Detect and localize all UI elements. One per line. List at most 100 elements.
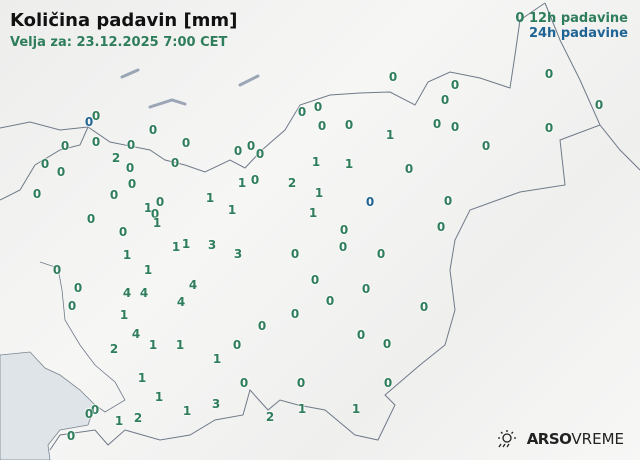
station-value[interactable]: 0	[290, 307, 300, 321]
station-value[interactable]: 1	[154, 390, 164, 404]
station-value[interactable]: 4	[139, 286, 149, 300]
station-value[interactable]: 0	[376, 247, 386, 261]
legend-24h-label: 24h padavine	[528, 26, 628, 41]
station-value[interactable]: 3	[207, 238, 217, 252]
station-value[interactable]: 0	[155, 195, 165, 209]
station-value[interactable]: 3	[233, 247, 243, 261]
station-value[interactable]: 0	[84, 115, 94, 129]
station-value[interactable]: 2	[133, 411, 143, 425]
station-value[interactable]: 0	[90, 403, 100, 417]
station-value[interactable]: 0	[84, 407, 94, 421]
station-value[interactable]: 0	[296, 376, 306, 390]
station-value[interactable]: 0	[66, 429, 76, 443]
station-value[interactable]: 0	[339, 223, 349, 237]
station-value[interactable]: 0	[365, 195, 375, 209]
station-value[interactable]: 1	[143, 263, 153, 277]
station-value[interactable]: 1	[152, 216, 162, 230]
station-value[interactable]: 4	[122, 286, 132, 300]
station-value[interactable]: 0	[440, 93, 450, 107]
station-value[interactable]: 0	[232, 338, 242, 352]
station-value[interactable]: 0	[56, 165, 66, 179]
station-value[interactable]: 1	[212, 352, 222, 366]
station-value[interactable]: 0	[52, 263, 62, 277]
station-value[interactable]: 0	[73, 281, 83, 295]
station-value[interactable]: 2	[287, 176, 297, 190]
station-value[interactable]: 1	[171, 240, 181, 254]
station-value[interactable]: 0	[148, 123, 158, 137]
station-value[interactable]: 0	[255, 147, 265, 161]
station-value[interactable]: 1	[344, 157, 354, 171]
station-value[interactable]: 0	[544, 121, 554, 135]
station-value[interactable]: 1	[385, 128, 395, 142]
station-value[interactable]: 1	[297, 402, 307, 416]
station-value[interactable]: 1	[314, 186, 324, 200]
station-value[interactable]: 0	[419, 300, 429, 314]
station-value[interactable]: 0	[297, 105, 307, 119]
station-value[interactable]: 0	[125, 161, 135, 175]
station-value[interactable]: 1	[119, 308, 129, 322]
station-value[interactable]: 1	[227, 203, 237, 217]
station-value[interactable]: 0	[317, 119, 327, 133]
station-value[interactable]: 0	[432, 117, 442, 131]
station-value[interactable]: 0	[32, 187, 42, 201]
station-value[interactable]: 0	[338, 240, 348, 254]
station-value[interactable]: 0	[313, 100, 323, 114]
station-value[interactable]: 1	[175, 338, 185, 352]
station-value[interactable]: 1	[182, 404, 192, 418]
station-value[interactable]: 0	[361, 282, 371, 296]
station-value[interactable]: 0	[109, 188, 119, 202]
station-value[interactable]: 1	[308, 206, 318, 220]
station-value[interactable]: 1	[137, 371, 147, 385]
station-value[interactable]: 0	[388, 70, 398, 84]
station-value[interactable]: 0	[594, 98, 604, 112]
station-value[interactable]: 0	[404, 162, 414, 176]
station-value[interactable]: 1	[181, 237, 191, 251]
station-value[interactable]: 0	[383, 376, 393, 390]
station-value[interactable]: 0	[443, 194, 453, 208]
station-value[interactable]: 0	[67, 299, 77, 313]
station-value[interactable]: 0	[126, 138, 136, 152]
station-value[interactable]: 0	[290, 247, 300, 261]
station-value[interactable]: 0	[436, 220, 446, 234]
station-value[interactable]: 0	[86, 212, 96, 226]
station-value[interactable]: 0	[250, 173, 260, 187]
station-value[interactable]: 2	[265, 410, 275, 424]
station-value[interactable]: 0	[325, 294, 335, 308]
station-value[interactable]: 1	[143, 201, 153, 215]
station-value[interactable]: 3	[211, 397, 221, 411]
station-value[interactable]: 0	[544, 67, 554, 81]
station-value[interactable]: 0	[382, 337, 392, 351]
station-value[interactable]: 1	[114, 414, 124, 428]
station-value[interactable]: 0	[481, 139, 491, 153]
station-value[interactable]: 0	[40, 157, 50, 171]
station-value[interactable]: 0	[246, 139, 256, 153]
station-value[interactable]: 0	[344, 118, 354, 132]
station-value[interactable]: 0	[310, 273, 320, 287]
station-value[interactable]: 0	[150, 207, 160, 221]
station-value[interactable]: 0	[127, 177, 137, 191]
station-value[interactable]: 0	[91, 109, 101, 123]
station-value[interactable]: 0	[356, 328, 366, 342]
station-value[interactable]: 1	[351, 402, 361, 416]
station-value[interactable]: 4	[131, 327, 141, 341]
station-value[interactable]: 0	[181, 136, 191, 150]
station-value[interactable]: 1	[122, 248, 132, 262]
station-value[interactable]: 0	[118, 225, 128, 239]
station-value[interactable]: 0	[450, 78, 460, 92]
station-value[interactable]: 1	[205, 191, 215, 205]
station-value[interactable]: 0	[170, 156, 180, 170]
station-value[interactable]: 0	[239, 376, 249, 390]
station-value[interactable]: 4	[188, 278, 198, 292]
station-value[interactable]: 4	[176, 295, 186, 309]
station-value[interactable]: 1	[148, 338, 158, 352]
station-value[interactable]: 2	[111, 151, 121, 165]
station-value[interactable]: 0	[257, 319, 267, 333]
station-value[interactable]: 0	[60, 139, 70, 153]
station-value[interactable]: 2	[109, 342, 119, 356]
station-value[interactable]: 1	[237, 176, 247, 190]
station-value[interactable]: 0	[450, 120, 460, 134]
station-value[interactable]: 0	[91, 135, 101, 149]
station-value[interactable]: 1	[311, 155, 321, 169]
station-value[interactable]: 0	[233, 144, 243, 158]
